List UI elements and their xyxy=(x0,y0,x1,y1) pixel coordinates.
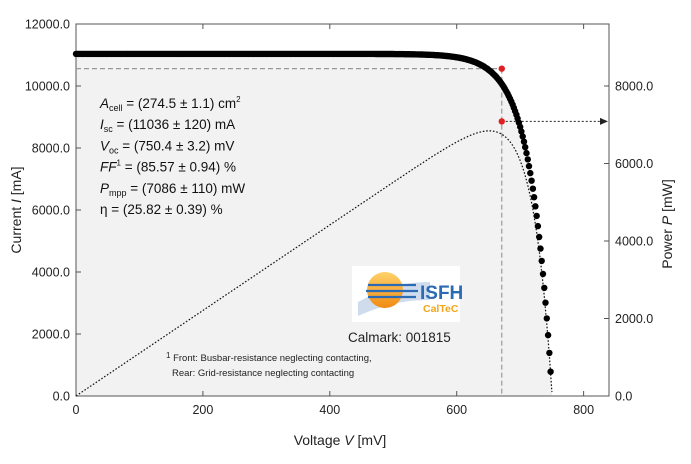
iv-data-point xyxy=(532,203,539,210)
x-tick-label: 600 xyxy=(446,403,467,417)
mpp-power-point xyxy=(498,118,505,125)
axis-ticks: 0 200 400 600 8000.02000.04000.06000.08000.0… xyxy=(25,18,653,418)
y2-tick-label: 2000.0 xyxy=(615,312,653,326)
iv-data-point xyxy=(529,185,537,192)
x-tick-label: 800 xyxy=(573,403,594,417)
calmark-label: Calmark: 001815 xyxy=(348,330,451,345)
power-curve xyxy=(75,130,553,397)
parameter-line: Acell = (274.5 ± 1.1) cm2 xyxy=(99,95,241,113)
mpp-current-point xyxy=(498,65,505,72)
parameter-line: Voc = (750.4 ± 3.2) mV xyxy=(100,138,234,155)
parameter-line: η = (25.82 ± 0.39) % xyxy=(100,202,223,217)
y-tick-label: 4000.0 xyxy=(32,266,70,280)
x-axis-title: Voltage V [mV] xyxy=(294,432,387,448)
iv-data-point xyxy=(538,257,545,265)
y-tick-label: 12000.0 xyxy=(25,18,70,32)
footnote-line-1: 1 Front: Busbar-resistance neglecting co… xyxy=(166,351,372,364)
iv-data-point xyxy=(541,284,548,292)
iv-data-point xyxy=(523,149,530,157)
iv-data-point xyxy=(546,349,553,357)
iv-data-point xyxy=(537,245,544,252)
iv-data-point xyxy=(522,144,529,151)
y2-axis-title: Power P [mW] xyxy=(659,179,675,268)
y-tick-label: 2000.0 xyxy=(32,328,70,342)
parameter-line: FF1 = (85.57 ± 0.94) % xyxy=(100,159,236,175)
y2-tick-label: 0.0 xyxy=(615,390,632,404)
footnote-line-2: Rear: Grid-resistance neglecting contact… xyxy=(172,368,354,379)
parameter-line: Isc = (11036 ± 120) mA xyxy=(100,117,235,134)
logo-name: ISFH xyxy=(420,283,463,304)
iv-data-point xyxy=(520,138,528,145)
iv-data-point xyxy=(536,233,543,241)
iv-data-point xyxy=(543,315,550,322)
iv-data-point xyxy=(533,212,540,220)
x-tick-label: 200 xyxy=(192,403,213,417)
iv-data-point xyxy=(525,162,533,170)
y-tick-label: 6000.0 xyxy=(32,204,70,218)
y2-tick-label: 4000.0 xyxy=(615,235,653,249)
iv-data-point xyxy=(528,177,535,184)
iv-data-point xyxy=(539,270,547,278)
iv-data-point xyxy=(530,194,538,201)
iv-data-point xyxy=(519,133,526,140)
mpp-markers xyxy=(498,65,505,125)
iv-data-point xyxy=(542,299,549,306)
y2-tick-label: 6000.0 xyxy=(615,157,653,171)
y-tick-label: 8000.0 xyxy=(32,142,70,156)
parameter-line: Pmpp = (7086 ± 110) mW xyxy=(100,181,245,198)
y2-tick-label: 8000.0 xyxy=(615,80,653,94)
iv-data-point xyxy=(518,128,525,135)
iv-data-point xyxy=(534,222,542,230)
x-tick-label: 0 xyxy=(73,403,80,417)
x-tick-label: 400 xyxy=(319,403,340,417)
arrow-right-icon xyxy=(600,117,608,125)
power-curve-line xyxy=(75,130,553,397)
isfh-caltec-logo: ISFH CalTeC xyxy=(352,266,463,322)
y-tick-label: 10000.0 xyxy=(25,80,70,94)
parameter-annotations: Acell = (274.5 ± 1.1) cm2 Isc = (11036 ± … xyxy=(99,95,245,217)
iv-data-point xyxy=(527,169,534,177)
iv-data-point xyxy=(544,331,552,339)
iv-data-point xyxy=(547,368,554,375)
iv-data-point xyxy=(524,156,531,163)
logo-sub: CalTeC xyxy=(423,303,459,315)
iv-curve xyxy=(72,50,554,375)
y-tick-label: 0.0 xyxy=(53,390,70,404)
logo-stripes-icon xyxy=(366,283,418,299)
y-axis-title: Current I [mA] xyxy=(8,166,24,253)
